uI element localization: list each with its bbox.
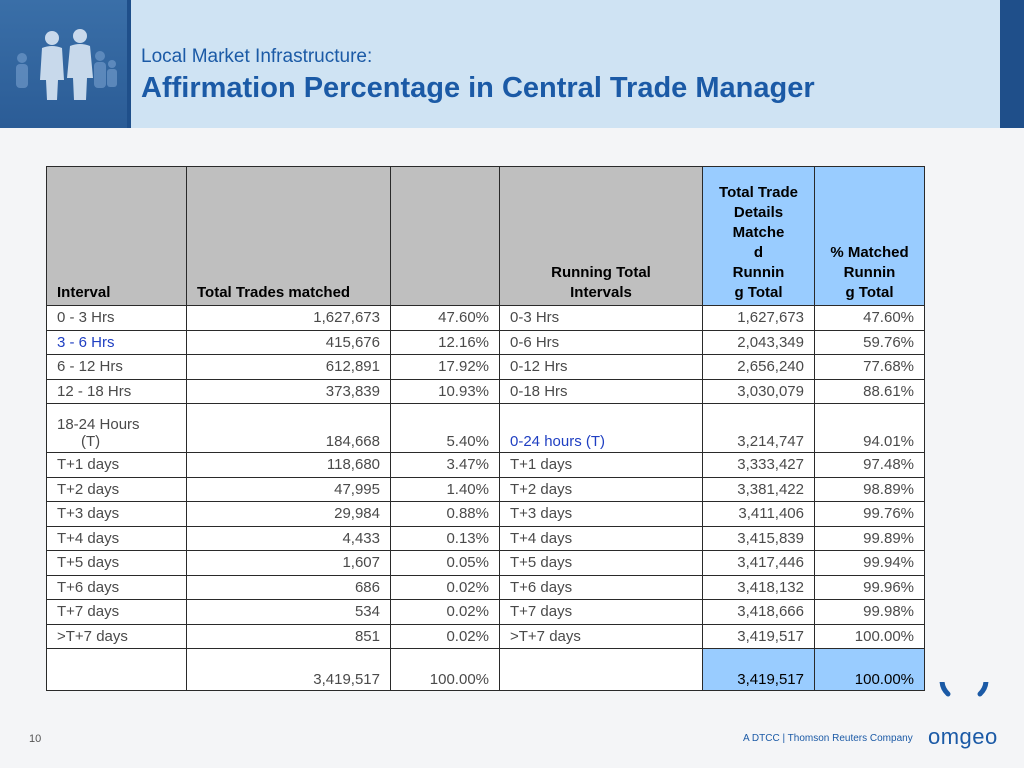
slide-subtitle: Local Market Infrastructure: xyxy=(141,46,373,67)
slide-title: Affirmation Percentage in Central Trade … xyxy=(141,72,815,104)
people-silhouette-image xyxy=(0,0,127,128)
col-header-interval: Interval xyxy=(46,166,187,306)
col-header-running-interval: Running Total Intervals xyxy=(499,166,703,306)
table-row: T+3 days 29,984 0.88% T+3 days 3,411,406… xyxy=(46,501,925,527)
col-header-running-total: Total Trade Details Matche d Runnin g To… xyxy=(702,166,815,306)
table-row: T+7 days 534 0.02% T+7 days 3,418,666 99… xyxy=(46,599,925,625)
table-total-row: 3,419,517 100.00% 3,419,517 100.00% xyxy=(46,648,925,691)
table-row: T+2 days 47,995 1.40% T+2 days 3,381,422… xyxy=(46,476,925,502)
table-row: 12 - 18 Hrs 373,839 10.93% 0-18 Hrs 3,03… xyxy=(46,378,925,404)
omgeo-logo-text: omgeo xyxy=(928,724,998,749)
col-header-percent-running: % Matched Runnin g Total xyxy=(814,166,925,306)
affirmation-table: Interval Total Trades matched Running To… xyxy=(46,166,925,691)
omgeo-logo-icon xyxy=(939,682,989,697)
table-row: T+1 days 118,680 3.47% T+1 days 3,333,42… xyxy=(46,452,925,478)
col-header-percent xyxy=(390,166,500,306)
page-number: 10 xyxy=(29,733,42,745)
table-row: T+4 days 4,433 0.13% T+4 days 3,415,839 … xyxy=(46,525,925,551)
table-row: T+5 days 1,607 0.05% T+5 days 3,417,446 … xyxy=(46,550,925,576)
table-row: 18-24 Hours (T) 184,668 5.40% 0-24 hours… xyxy=(46,403,925,453)
table-row: 6 - 12 Hrs 612,891 17.92% 0-12 Hrs 2,656… xyxy=(46,354,925,380)
table-row: >T+7 days 851 0.02% >T+7 days 3,419,517 … xyxy=(46,623,925,649)
table-row: 0 - 3 Hrs 1,627,673 47.60% 0-3 Hrs 1,627… xyxy=(46,305,925,331)
table-row: T+6 days 686 0.02% T+6 days 3,418,132 99… xyxy=(46,574,925,600)
table-row: 3 - 6 Hrs 415,676 12.16% 0-6 Hrs 2,043,3… xyxy=(46,329,925,355)
footer-company-text: A DTCC | Thomson Reuters Company xyxy=(743,733,913,744)
col-header-total-trades: Total Trades matched xyxy=(186,166,391,306)
header-band: Local Market Infrastructure: Affirmation… xyxy=(0,0,1024,128)
